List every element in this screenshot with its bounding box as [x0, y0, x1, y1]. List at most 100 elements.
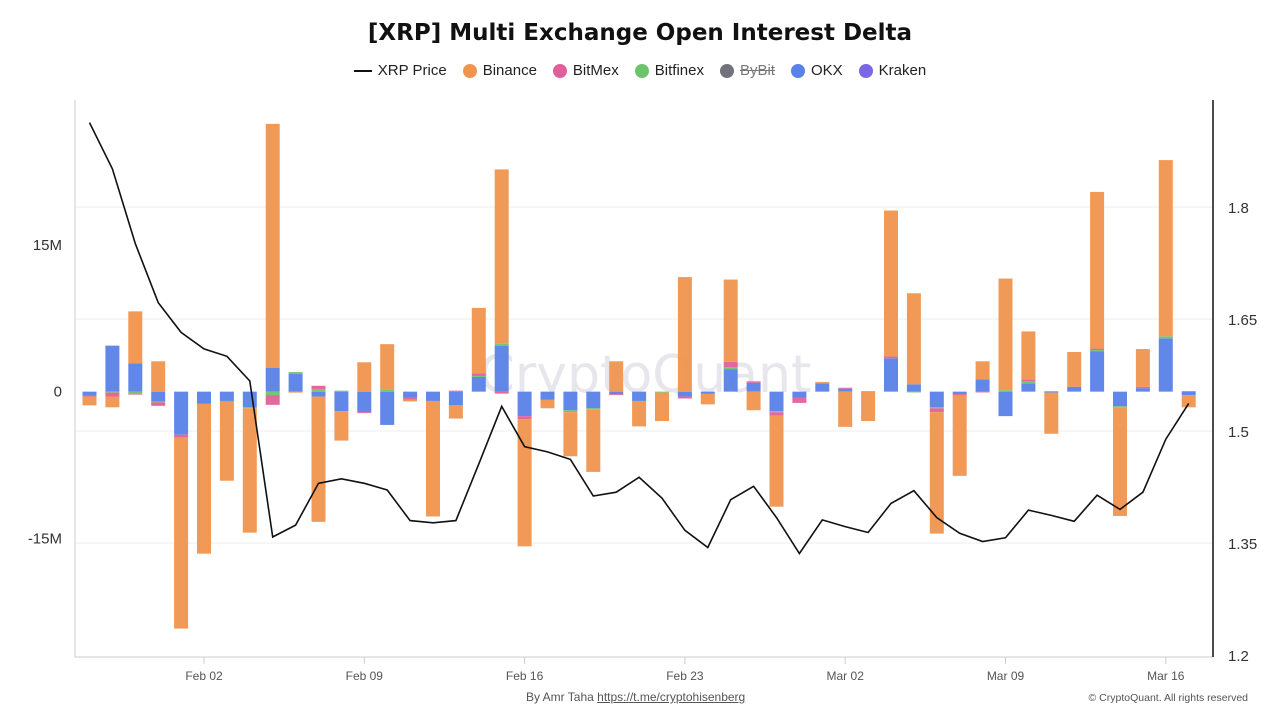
bar-segment-bitmex: [815, 382, 830, 384]
bar-segment-bitfinex: [242, 407, 257, 409]
bar-segment-binance: [1090, 191, 1105, 349]
bar-segment-bitmex: [311, 385, 326, 390]
bar-segment-okx: [242, 391, 257, 408]
bar-segment-bitfinex: [151, 401, 166, 403]
bar-segment-bitmex: [403, 397, 418, 400]
bar-segment-okx: [1113, 391, 1127, 407]
legend: XRP Price Binance BitMex Bitfinex ByBit …: [0, 62, 1280, 79]
legend-item-kraken[interactable]: Kraken: [858, 62, 927, 79]
bar-segment-bitmex: [746, 381, 761, 383]
bar-segment-bitmex: [838, 387, 853, 389]
legend-label: Binance: [482, 62, 537, 79]
bar-segment-bitmex: [1021, 379, 1036, 382]
bar-segment-binance: [265, 123, 280, 368]
bar-segment-binance: [1181, 395, 1196, 408]
bar-segment-binance: [403, 399, 418, 402]
bar-segment-okx: [517, 391, 532, 417]
line-swatch-icon: [353, 69, 372, 72]
bar-segment-binance: [1135, 349, 1150, 387]
bar-segment-binance: [105, 396, 120, 408]
bar-segment-bitfinex: [929, 407, 944, 409]
bar-segment-binance: [838, 391, 853, 427]
legend-label: XRP Price: [377, 62, 447, 79]
bar-segment-okx: [494, 345, 509, 392]
legend-label: Kraken: [878, 62, 927, 79]
bar-segment-okx: [357, 391, 372, 413]
legend-item-binance[interactable]: Binance: [462, 62, 537, 79]
bar-segment-bitfinex: [334, 390, 349, 392]
bar-segment-okx: [426, 391, 440, 401]
bar-segment-binance: [174, 437, 189, 629]
bar-segment-bitmex: [929, 408, 944, 413]
bar-segment-okx: [769, 391, 784, 412]
author-text: By Amr Taha: [526, 690, 594, 704]
bar-segment-okx: [151, 391, 166, 402]
bar-segment-bitfinex: [586, 408, 601, 410]
bar-segment-okx: [723, 369, 738, 392]
bar-segment-okx: [128, 363, 143, 392]
bar-segment-binance: [586, 409, 601, 472]
bar-segment-binance: [128, 311, 143, 364]
bar-segment-binance: [219, 401, 234, 481]
bar-segment-binance: [426, 400, 440, 517]
bar-segment-okx: [677, 391, 692, 397]
bar-segment-bitmex: [82, 395, 97, 397]
bar-segment-bitmex: [677, 396, 692, 399]
bar-segment-bitmex: [1135, 386, 1150, 389]
bar-segment-bitfinex: [288, 372, 303, 375]
bar-segment-okx: [403, 391, 418, 398]
legend-item-bitfinex[interactable]: Bitfinex: [634, 62, 704, 79]
bar-segment-bitmex: [975, 391, 990, 393]
bar-segment-binance: [1067, 351, 1082, 387]
bar-segment-binance: [700, 394, 715, 405]
bar-segment-bitfinex: [1090, 350, 1105, 352]
x-axis-tick-label: Mar 09: [987, 669, 1025, 683]
bar-segment-okx: [1021, 383, 1036, 392]
bar-segment-bitmex: [609, 394, 624, 396]
bar-segment-bitmex: [700, 393, 715, 395]
bar-segment-okx: [906, 384, 921, 392]
bar-segment-okx: [929, 391, 944, 408]
bar-segment-okx: [219, 391, 234, 401]
bar-segment-okx: [82, 391, 97, 396]
bar-segment-okx: [609, 391, 624, 395]
x-axis-tick-label: Feb 16: [506, 669, 544, 683]
legend-label: ByBit: [739, 62, 775, 79]
right-axis-tick-label: 1.2: [1228, 648, 1249, 665]
bar-segment-okx: [471, 376, 486, 392]
legend-item-bitmex[interactable]: BitMex: [552, 62, 619, 79]
legend-item-bybit[interactable]: ByBit: [719, 62, 775, 79]
bar-segment-binance: [563, 412, 578, 457]
bar-segment-bitmex: [265, 395, 280, 405]
bar-segment-okx: [563, 391, 578, 411]
bar-segment-bitmex: [494, 391, 509, 394]
bar-segment-bitfinex: [471, 375, 486, 377]
bar-segment-bitfinex: [655, 391, 669, 393]
bar-segment-bitfinex: [494, 343, 509, 346]
x-axis-tick-label: Mar 16: [1147, 669, 1185, 683]
legend-item-xrp-price[interactable]: XRP Price: [353, 62, 447, 79]
legend-item-okx[interactable]: OKX: [790, 62, 843, 79]
bar-segment-binance: [517, 419, 532, 547]
bar-segment-bitfinex: [219, 400, 234, 402]
xrp-price-line: [88, 122, 1190, 555]
bar-segment-bitmex: [174, 434, 189, 438]
bar-segment-binance: [151, 361, 166, 392]
bar-segment-binance: [1021, 331, 1036, 380]
circle-swatch-icon: [790, 63, 805, 78]
bar-segment-binance: [769, 415, 784, 507]
bar-segment-okx: [1158, 338, 1173, 392]
author-link[interactable]: https://t.me/cryptohisenberg: [597, 690, 746, 704]
bar-segment-okx: [838, 388, 853, 392]
bar-segment-binance: [723, 279, 738, 362]
bar-segment-okx: [792, 391, 807, 398]
legend-label: BitMex: [572, 62, 619, 79]
bar-segment-okx: [1044, 391, 1059, 393]
bar-segment-okx: [975, 379, 990, 392]
bar-segment-binance: [380, 344, 395, 390]
bar-segment-okx: [334, 391, 349, 412]
bar-segment-okx: [197, 391, 211, 404]
bar-segment-bitmex: [1181, 391, 1196, 392]
bar-segment-okx: [1181, 391, 1196, 396]
